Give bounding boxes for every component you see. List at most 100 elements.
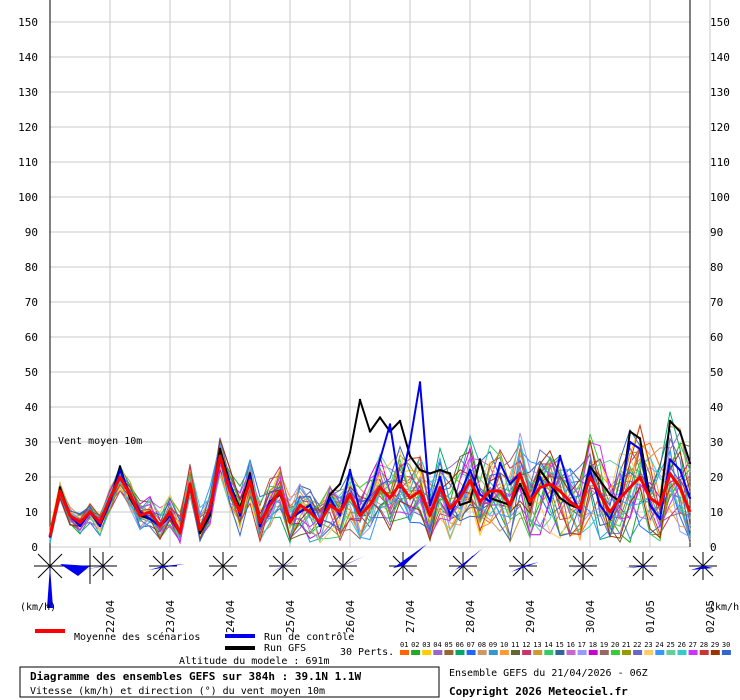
pert-legend-id: 05 bbox=[444, 641, 452, 649]
gfs-run-point bbox=[568, 503, 572, 507]
pert-legend-id: 13 bbox=[533, 641, 541, 649]
unit-label-left: (km/h) bbox=[20, 602, 56, 613]
control-run-point bbox=[558, 454, 562, 458]
pert-legend-id: 01 bbox=[400, 641, 408, 649]
legend-gfs-label: Run GFS bbox=[264, 643, 306, 654]
pert-legend-swatch bbox=[644, 650, 654, 655]
control-run-point bbox=[298, 510, 302, 514]
gfs-run-point bbox=[118, 465, 122, 468]
y-tick-label-left: 100 bbox=[18, 191, 38, 204]
control-run-point bbox=[428, 503, 432, 507]
wind-direction-glyph bbox=[691, 566, 713, 570]
gfs-run-point bbox=[478, 458, 482, 461]
control-run-point bbox=[468, 468, 472, 472]
gfs-run-point bbox=[248, 472, 252, 475]
control-run-point bbox=[638, 447, 642, 451]
y-tick-label-left: 90 bbox=[25, 226, 38, 239]
pert-legend-id: 06 bbox=[456, 641, 464, 649]
y-tick-label-left: 130 bbox=[18, 86, 38, 99]
pert-legend-id: 24 bbox=[655, 641, 663, 649]
gfs-run-point bbox=[368, 430, 372, 433]
y-tick-label-right: 0 bbox=[710, 541, 717, 554]
perturbation-22-line bbox=[49, 437, 691, 540]
pert-legend-id: 15 bbox=[555, 641, 563, 649]
pert-legend-swatch bbox=[400, 650, 409, 655]
pert-legend-id: 29 bbox=[711, 641, 719, 649]
control-run-point bbox=[388, 423, 392, 426]
pert-legend-swatch bbox=[666, 650, 676, 655]
control-run-point bbox=[368, 493, 372, 496]
control-run-point bbox=[308, 503, 312, 507]
legend-perts-label: 30 Perts. bbox=[340, 647, 394, 658]
pert-legend-swatch bbox=[599, 650, 609, 655]
pert-legend-id: 12 bbox=[522, 641, 530, 649]
gfs-run-point bbox=[358, 398, 362, 402]
control-run-point bbox=[328, 496, 332, 500]
y-tick-label-right: 60 bbox=[710, 331, 723, 344]
pert-legend-id: 10 bbox=[500, 641, 508, 649]
control-run-point bbox=[98, 524, 102, 528]
gfs-run-point bbox=[408, 454, 412, 458]
wind-direction-glyph bbox=[455, 548, 483, 570]
y-tick-label-left: 40 bbox=[25, 401, 38, 414]
gfs-run-point bbox=[628, 430, 632, 433]
control-run-point bbox=[78, 524, 82, 528]
copyright-text: Copyright 2026 Meteociel.fr bbox=[449, 685, 628, 698]
wind-rose-icon bbox=[329, 552, 365, 580]
y-tick-label-left: 60 bbox=[25, 331, 38, 344]
control-run-point bbox=[628, 440, 632, 444]
pert-legend-id: 25 bbox=[666, 641, 674, 649]
pert-legend-swatch bbox=[444, 650, 454, 655]
control-run-point bbox=[618, 493, 622, 496]
gfs-run-point bbox=[518, 482, 522, 486]
wind-rose-icon bbox=[389, 544, 427, 580]
control-run-point bbox=[688, 496, 692, 500]
legend-mean-label: Moyenne des scénarios bbox=[74, 631, 200, 643]
gfs-run-point bbox=[638, 437, 642, 440]
control-run-point bbox=[408, 440, 412, 444]
gfs-run-point bbox=[58, 486, 62, 489]
series-label: Vent moyen 10m bbox=[58, 436, 142, 447]
gfs-run-point bbox=[418, 468, 422, 472]
control-run-point bbox=[258, 524, 262, 528]
gfs-run-point bbox=[558, 496, 562, 500]
date-label: 27/04 bbox=[404, 600, 417, 633]
grid bbox=[49, 0, 711, 548]
wind-rose-icon bbox=[509, 552, 539, 580]
plot-background bbox=[50, 0, 690, 547]
pert-legend-id: 26 bbox=[678, 641, 686, 649]
control-run-point bbox=[488, 500, 492, 503]
date-label: 02/05 bbox=[704, 600, 717, 633]
control-run-point bbox=[498, 461, 502, 465]
y-tick-label-right: 40 bbox=[710, 401, 723, 414]
control-run-point bbox=[578, 510, 582, 514]
y-tick-label-left: 20 bbox=[25, 471, 38, 484]
pert-legend-id: 04 bbox=[433, 641, 441, 649]
wind-direction-glyph bbox=[83, 565, 111, 570]
control-run-point bbox=[608, 517, 612, 521]
pert-legend-swatch bbox=[533, 650, 543, 655]
pert-legend-swatch bbox=[677, 650, 687, 655]
pert-legend-swatch bbox=[499, 650, 509, 655]
control-run-point bbox=[238, 514, 242, 517]
pert-legend-swatch bbox=[411, 650, 421, 655]
y-tick-label-left: 0 bbox=[31, 541, 38, 554]
control-run-point bbox=[248, 475, 252, 479]
perturbation-24-line bbox=[49, 443, 691, 543]
gfs-run-point bbox=[438, 468, 442, 472]
pert-legend-swatch bbox=[566, 650, 576, 655]
y-tick-label-left: 150 bbox=[18, 16, 38, 29]
pert-legend-id: 20 bbox=[611, 641, 619, 649]
date-label: 29/04 bbox=[524, 600, 537, 633]
pert-legend-swatch bbox=[633, 650, 643, 655]
gfs-run-point bbox=[538, 468, 542, 472]
control-run-point bbox=[678, 468, 682, 472]
wind-direction-glyph bbox=[569, 564, 601, 568]
wind-rose-icon bbox=[149, 552, 185, 580]
y-tick-label-right: 70 bbox=[710, 296, 723, 309]
date-label: 25/04 bbox=[284, 600, 297, 633]
control-run-point bbox=[568, 489, 572, 493]
date-label: 30/04 bbox=[584, 600, 597, 633]
pert-legend-id: 11 bbox=[511, 641, 519, 649]
